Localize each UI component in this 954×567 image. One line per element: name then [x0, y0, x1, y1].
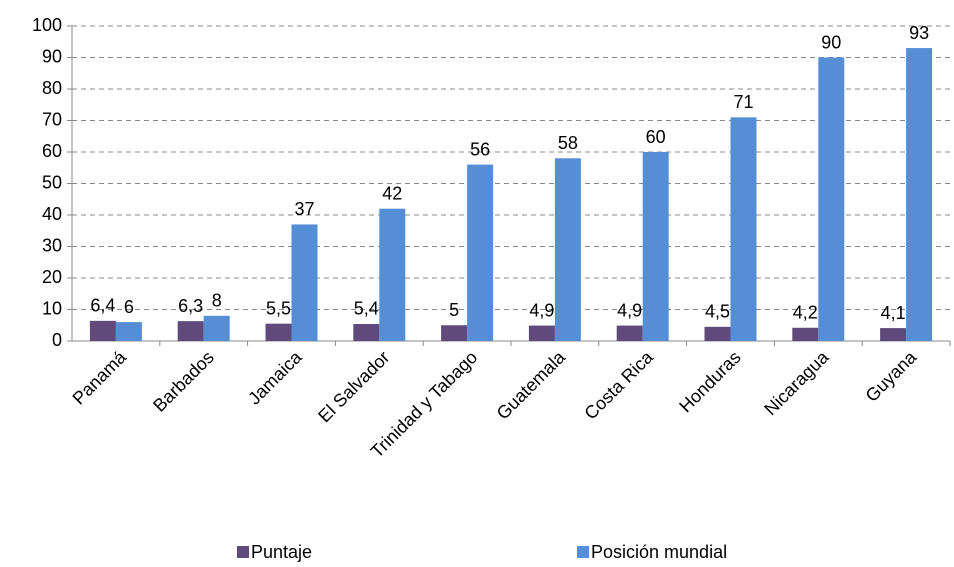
x-tick-label: Guyana	[862, 346, 921, 405]
data-label: 4,9	[617, 300, 642, 320]
x-tick-label: Honduras	[675, 347, 744, 416]
bar	[906, 48, 933, 342]
x-tick-label: Nicaragua	[760, 346, 833, 419]
bar	[203, 315, 230, 341]
y-tick-label: 100	[32, 15, 62, 35]
x-tick-label: Costa Rica	[580, 346, 657, 423]
bar	[730, 117, 757, 341]
data-label: 71	[733, 92, 753, 112]
y-tick-label: 90	[42, 46, 62, 66]
data-label: 6	[124, 297, 134, 317]
bar	[467, 164, 494, 341]
data-label: 5	[449, 300, 459, 320]
y-tick-label: 0	[52, 330, 62, 350]
legend-label: Posición mundial	[591, 542, 727, 562]
bar	[704, 326, 731, 341]
data-label: 4,2	[793, 303, 818, 323]
data-label: 5,5	[266, 298, 291, 318]
y-tick-label: 60	[42, 141, 62, 161]
y-tick-label: 50	[42, 172, 62, 192]
x-tick-label: Guatemala	[493, 346, 570, 423]
data-label: 6,4	[90, 296, 115, 316]
legend-swatch	[237, 546, 249, 558]
data-label: 60	[646, 127, 666, 147]
y-tick-label: 40	[42, 204, 62, 224]
bar	[792, 327, 819, 341]
x-tick-label: El Salvador	[314, 347, 393, 426]
x-tick-label: Panamá	[69, 346, 131, 408]
data-label: 56	[470, 139, 490, 159]
bar	[616, 325, 643, 341]
legend-swatch	[577, 546, 589, 558]
y-tick-label: 30	[42, 235, 62, 255]
bar	[115, 322, 142, 341]
data-label: 4,1	[881, 303, 906, 323]
bar	[291, 224, 318, 341]
data-label: 4,5	[705, 302, 730, 322]
data-label: 5,4	[354, 299, 379, 319]
x-tick-label: Barbados	[149, 347, 218, 416]
data-label: 93	[909, 23, 929, 43]
bar	[265, 323, 292, 341]
bar	[818, 57, 845, 341]
data-label: 58	[558, 133, 578, 153]
legend-label: Puntaje	[251, 542, 312, 562]
x-tick-label: Jamaica	[244, 346, 306, 408]
data-label: 42	[382, 183, 402, 203]
data-label: 37	[294, 199, 314, 219]
y-tick-label: 80	[42, 78, 62, 98]
y-tick-label: 70	[42, 109, 62, 129]
data-label: 90	[821, 32, 841, 52]
bar	[89, 320, 116, 341]
bar	[177, 321, 204, 341]
data-label: 6,3	[178, 296, 203, 316]
y-tick-label: 10	[42, 298, 62, 318]
bar	[353, 323, 380, 341]
data-label: 8	[212, 291, 222, 311]
data-label: 4,9	[529, 300, 554, 320]
y-tick-label: 20	[42, 267, 62, 287]
bar	[880, 328, 907, 341]
bar	[441, 325, 468, 341]
bar	[642, 152, 669, 341]
bar	[528, 325, 555, 341]
bar	[379, 208, 406, 341]
bar	[554, 158, 581, 341]
